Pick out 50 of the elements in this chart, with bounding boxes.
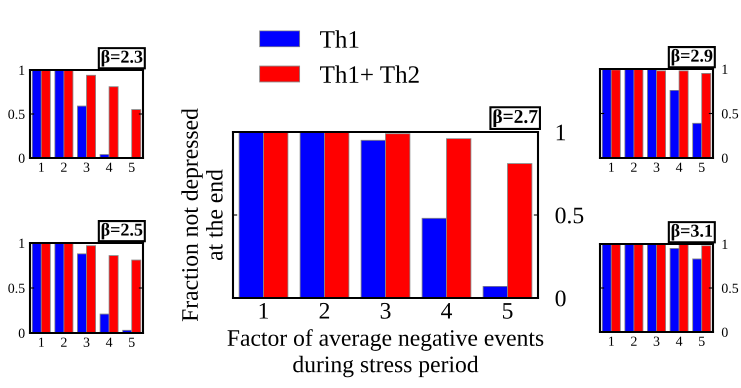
y-tick-label: 0.5 <box>722 109 738 119</box>
bar <box>131 109 142 158</box>
x-tick-label: 3 <box>380 302 390 319</box>
x-tick-label: 2 <box>320 302 330 319</box>
x-tick-label: 1 <box>609 336 614 346</box>
x-tick-label: 3 <box>84 338 90 347</box>
y-tick-label: 0 <box>722 328 728 337</box>
x-tick-label: 4 <box>676 162 682 172</box>
x-tick-label: 3 <box>654 336 660 346</box>
x-tick-label: 5 <box>699 336 705 346</box>
y-tick-label: 0.5 <box>722 284 738 294</box>
x-axis-title: Factor of average negative events during stress period <box>228 329 544 378</box>
y-tick-label: 1 <box>19 66 24 75</box>
x-tick-label: 1 <box>39 338 44 347</box>
x-tick-label: 2 <box>61 338 67 347</box>
y-tick-label: 1 <box>19 238 24 248</box>
y-tick-label: 1 <box>556 124 566 140</box>
chart-title: β=2.5 <box>102 222 142 240</box>
legend-label: Th1+ Th2 <box>320 65 419 83</box>
y-tick-label: 0 <box>18 328 25 338</box>
y-tick-label: 1 <box>722 240 728 249</box>
chart-title: β=2.3 <box>102 50 142 66</box>
x-tick-label: 1 <box>609 162 614 172</box>
y-axis-title: Fraction not depressed at the end <box>181 108 223 322</box>
x-tick-label: 5 <box>699 162 705 172</box>
x-tick-label: 4 <box>106 162 112 172</box>
y-tick-label: 0 <box>556 290 566 306</box>
x-tick-label: 4 <box>676 336 682 346</box>
x-tick-label: 5 <box>129 162 135 172</box>
y-tick-label: 0.5 <box>8 110 25 120</box>
x-tick-label: 4 <box>106 338 112 347</box>
y-tick-label: 0.5 <box>556 207 584 224</box>
x-tick-label: 2 <box>631 336 637 346</box>
y-tick-label: 0 <box>18 154 25 163</box>
chart-title: β=3.1 <box>672 224 712 240</box>
x-tick-label: 5 <box>502 303 512 319</box>
x-tick-label: 2 <box>61 162 67 172</box>
x-tick-label: 3 <box>654 162 660 172</box>
y-tick-label: 0 <box>722 154 728 163</box>
legend-label: Th1 <box>320 30 358 48</box>
x-tick-label: 1 <box>39 162 44 172</box>
x-tick-label: 5 <box>129 338 135 347</box>
y-tick-label: 0.5 <box>8 284 25 294</box>
x-tick-label: 1 <box>260 302 268 319</box>
y-tick-label: 1 <box>722 64 728 74</box>
chart-title: β=2.7 <box>493 109 538 128</box>
chart-title: β=2.9 <box>672 48 712 66</box>
x-tick-label: 3 <box>84 162 90 172</box>
x-tick-label: 2 <box>631 162 637 172</box>
x-tick-label: 4 <box>441 303 452 319</box>
